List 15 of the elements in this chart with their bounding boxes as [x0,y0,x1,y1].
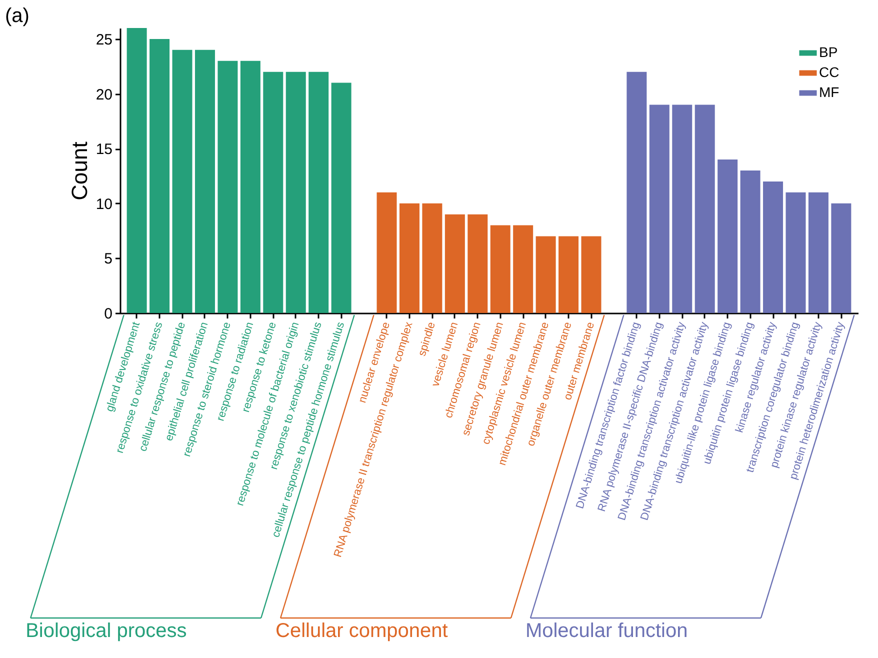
y-axis-title: Count [66,142,92,200]
y-tick-label: 20 [96,86,112,104]
text: Biological process [26,620,187,642]
y-tick-label: 10 [96,196,112,213]
y-tick-label: 5 [104,250,112,268]
text: Molecular function [525,620,688,642]
legend-label: CC [819,64,840,80]
legend-label: BP [819,44,838,60]
text: Cellular component [276,620,448,642]
legend-label: MF [819,84,840,100]
y-tick-label: 15 [96,141,112,158]
y-tick-label: 0 [104,306,112,322]
chart-title: (a) [5,5,30,27]
y-tick-label: 25 [96,31,112,48]
x-tick-label: spindle [416,320,438,358]
